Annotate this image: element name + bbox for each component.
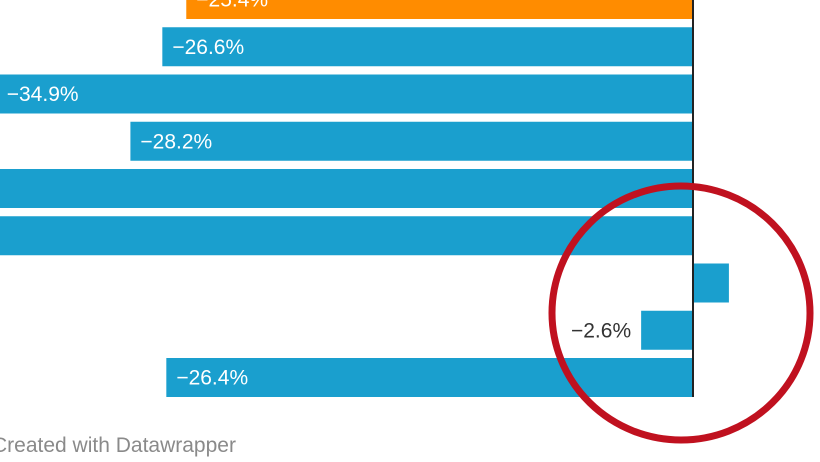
data-label-0: −25.4% [196,0,268,12]
bar-3 [130,122,693,161]
data-label-3: −28.2% [140,130,212,153]
credit-text: Created with Datawrapper [0,434,236,458]
bar-6 [693,264,729,303]
data-label-7: −2.6% [571,319,631,342]
bar-2 [0,75,693,114]
data-label-8: −26.4% [176,367,248,390]
bar-7 [641,311,693,350]
bar-4 [0,169,693,208]
data-label-2: −34.9% [7,83,79,106]
data-label-1: −26.6% [172,36,244,59]
